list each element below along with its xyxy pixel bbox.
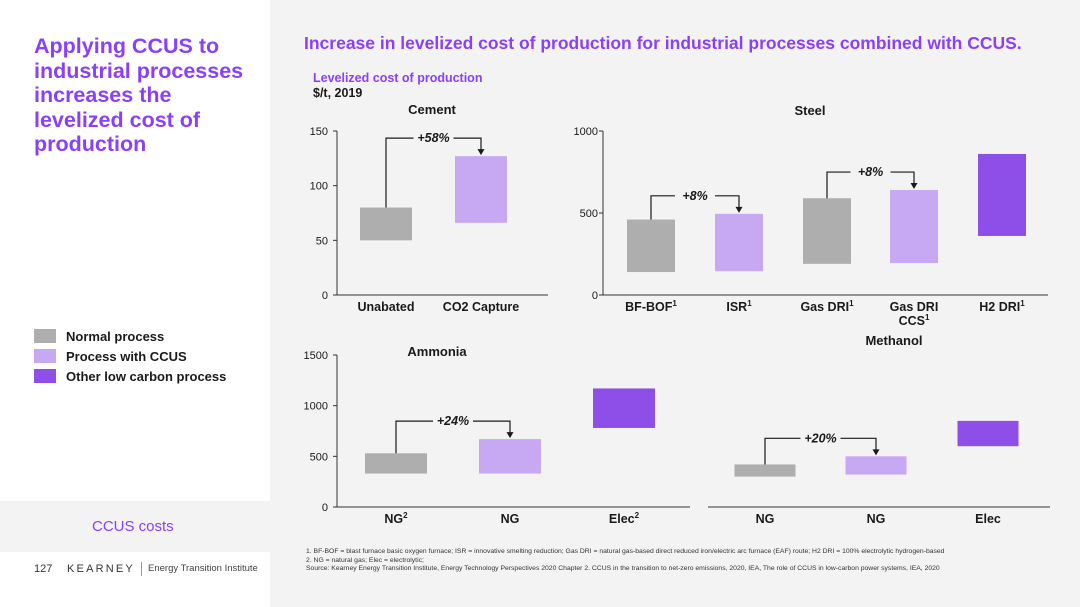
annotation-label-steel-1: +8% (858, 165, 883, 179)
legend-item-ccus: Process with CCUS (34, 346, 226, 366)
chart-title-steel: Steel (794, 103, 825, 118)
x-label-cement-0: Unabated (358, 300, 415, 314)
x-label-cement-1: CO2 Capture (443, 300, 519, 314)
legend-label-low-carbon: Other low carbon process (66, 368, 227, 384)
sidebar: Applying CCUS to industrial processes in… (0, 0, 270, 607)
bar-methanol-1 (845, 456, 907, 475)
bar-steel-1 (715, 213, 763, 272)
footnote-1: 1. BF-BOF = blast furnace basic oxygen f… (306, 548, 945, 555)
annotation-bg-ammonia-0 (433, 413, 473, 429)
bar-methanol-2 (957, 420, 1019, 447)
annotation-bg-steel-1 (850, 164, 891, 180)
y-tick-label-ammonia: 500 (310, 451, 328, 463)
y-tick-label-steel: 0 (592, 290, 598, 302)
chart-title-methanol: Methanol (865, 333, 922, 348)
annotation-arrow-steel-1 (910, 183, 918, 190)
bar-steel-2 (803, 198, 851, 264)
y-tick-label-steel: 500 (580, 208, 598, 220)
chart-unit: $/t, 2019 (313, 86, 363, 100)
bar-ammonia-0 (365, 453, 427, 474)
annotation-arrow-cement-0 (477, 149, 485, 156)
annotation-arrow-steel-0 (735, 206, 743, 213)
annotation-arrow-ammonia-0 (506, 432, 514, 439)
y-tick-label-cement: 100 (310, 181, 328, 193)
legend-item-normal: Normal process (34, 326, 226, 346)
annotation-label-steel-0: +8% (682, 189, 707, 203)
y-tick-label-cement: 50 (316, 235, 328, 247)
bar-steel-0 (627, 219, 675, 273)
brand-divider (141, 562, 142, 576)
chart-ammonia: Ammonia 0 500 1000 1500 NG2 NG Elec2 +24% (304, 344, 690, 526)
legend-swatch-normal (34, 329, 56, 343)
section-label[interactable]: CCUS costs (92, 518, 174, 535)
x-label-steel-3: Gas DRI CCS1 (890, 300, 939, 328)
bar-steel-3 (890, 190, 938, 264)
x-label-methanol-0: NG (756, 512, 775, 526)
annotation-label-cement-0: +58% (417, 131, 449, 145)
y-tick-label-ammonia: 1000 (304, 401, 328, 413)
x-label-steel-1: ISR1 (726, 299, 752, 314)
x-label-methanol-2: Elec (975, 512, 1001, 526)
bar-ammonia-1 (479, 439, 541, 474)
page-number: 127 (34, 563, 53, 575)
legend-item-low-carbon: Other low carbon process (34, 366, 226, 386)
legend-label-ccus: Process with CCUS (66, 348, 187, 364)
annotation-bg-cement-0 (413, 130, 454, 146)
x-label-ammonia-1: NG (501, 512, 520, 526)
y-tick-label-steel: 1000 (574, 126, 598, 138)
legend-label-normal: Normal process (66, 328, 165, 344)
chart-cement: Cement 0 50 100 150 Unabated CO2 Capture +58% (310, 102, 548, 314)
chart-title-cement: Cement (408, 102, 456, 117)
x-label-ammonia-2: Elec2 (609, 511, 640, 526)
bar-ammonia-2 (593, 388, 655, 428)
x-label-steel-4: H2 DRI1 (979, 299, 1025, 314)
bar-cement-0 (360, 207, 412, 241)
bar-steel-4 (978, 153, 1026, 236)
brand-subtitle: Energy Transition Institute (148, 563, 258, 574)
y-tick-label-cement: 0 (322, 290, 328, 302)
annotation-label-ammonia-0: +24% (437, 414, 469, 428)
bar-cement-1 (455, 156, 507, 223)
annotation-bg-methanol-0 (800, 430, 841, 446)
brand-logo: KEARNEY (67, 563, 135, 575)
y-tick-label-cement: 150 (310, 126, 328, 138)
footnote-2: 2. NG = natural gas; Elec = electrolytic… (306, 556, 424, 564)
y-tick-label-ammonia: 0 (322, 502, 328, 514)
footnote-source: Source: Kearney Energy Transition Instit… (306, 565, 940, 573)
y-tick-label-ammonia: 1500 (304, 350, 328, 362)
sidebar-title: Applying CCUS to industrial processes in… (34, 34, 244, 156)
footer (0, 552, 270, 607)
main-panel (270, 0, 1080, 607)
x-label-methanol-1: NG (867, 512, 886, 526)
annotation-bg-steel-0 (675, 187, 715, 203)
legend: Normal process Process with CCUS Other l… (34, 326, 226, 386)
legend-swatch-low-carbon (34, 369, 56, 383)
legend-swatch-ccus (34, 349, 56, 363)
chart-methanol: Methanol NG NG Elec +20% (708, 333, 1050, 526)
chart-title-ammonia: Ammonia (407, 344, 467, 359)
chart-steel: Steel 0 500 1000 BF-BOF1 ISR1 Gas DRI1 Gas DRI C… (574, 103, 1048, 328)
page-title: Increase in levelized cost of production… (304, 33, 1022, 53)
x-label-steel-0: BF-BOF1 (625, 299, 677, 314)
annotation-label-methanol-0: +20% (804, 431, 836, 445)
section-tab[interactable] (0, 501, 270, 552)
bar-methanol-0 (734, 464, 796, 477)
x-label-steel-2: Gas DRI1 (800, 299, 854, 314)
chart-subtitle: Levelized cost of production (313, 71, 483, 85)
annotation-arrow-methanol-0 (872, 449, 880, 456)
x-label-ammonia-0: NG2 (384, 511, 408, 526)
footnotes: 1. BF-BOF = blast furnace basic oxygen f… (306, 548, 1056, 574)
